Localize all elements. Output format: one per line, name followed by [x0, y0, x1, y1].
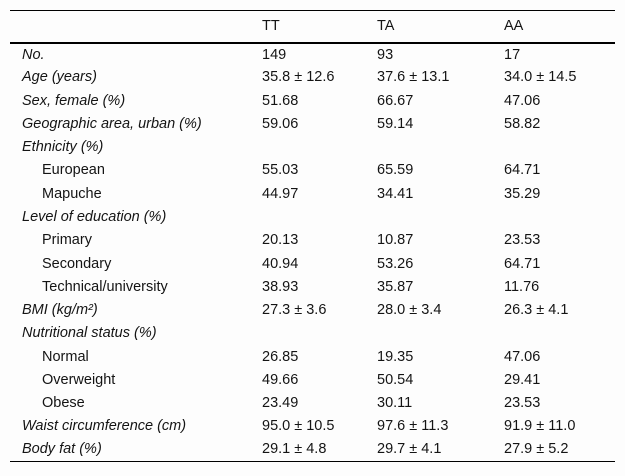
cell-value: 29.41 — [504, 371, 541, 388]
cell-value: 34.0 ± 14.5 — [504, 69, 577, 86]
table-row: Mapuche 44.97 34.41 35.29 — [10, 182, 615, 205]
cell-value: 35.29 — [504, 185, 541, 202]
cell-value: 26.3 ± 4.1 — [504, 302, 569, 319]
row-label: Normal — [42, 348, 89, 365]
cell-value: 64.71 — [504, 162, 541, 179]
row-label: Geographic area, urban (%) — [22, 115, 202, 132]
cell-value: 59.06 — [262, 115, 299, 132]
row-label: Overweight — [42, 371, 116, 388]
header-col-aa: AA — [504, 10, 615, 44]
row-label: Age (years) — [22, 69, 97, 86]
row-label: Level of education (%) — [22, 208, 167, 225]
cell-value — [504, 136, 615, 159]
table-row: BMI (kg/m²) 27.3 ± 3.6 28.0 ± 3.4 26.3 ± 4.… — [10, 298, 615, 321]
cell-value: 93 — [377, 46, 394, 63]
row-label: Ethnicity (%) — [22, 139, 104, 156]
cell-value: 27.3 ± 3.6 — [262, 302, 327, 319]
cell-value: 44.97 — [262, 185, 299, 202]
cell-value — [504, 322, 615, 345]
cell-value: 65.59 — [377, 162, 414, 179]
cell-value: 34.41 — [377, 185, 414, 202]
row-label: Body fat (%) — [22, 441, 102, 458]
cell-value: 11.76 — [504, 278, 540, 295]
table-row: Sex, female (%) 51.68 66.67 47.06 — [10, 89, 615, 112]
cell-value: 26.85 — [262, 348, 299, 365]
cell-value: 49.66 — [262, 371, 299, 388]
cell-value: 55.03 — [262, 162, 299, 179]
cell-value — [262, 322, 377, 345]
cell-value: 95.0 ± 10.5 — [262, 418, 335, 435]
header-col-ta: TA — [377, 10, 504, 44]
cell-value: 38.93 — [262, 278, 299, 295]
cell-value: 64.71 — [504, 255, 541, 272]
cell-value: 37.6 ± 13.1 — [377, 69, 450, 86]
cell-value: 10.87 — [377, 232, 414, 249]
cell-value — [262, 136, 377, 159]
cell-value: 51.68 — [262, 92, 299, 109]
cell-value: 149 — [262, 46, 287, 63]
table-row: Nutritional status (%) — [10, 322, 615, 345]
table-row: Waist circumference (cm) 95.0 ± 10.5 97.6 … — [10, 415, 615, 438]
table-row: Age (years) 35.8 ± 12.6 37.6 ± 13.1 34.0 ± … — [10, 66, 615, 89]
cell-value — [377, 136, 504, 159]
cell-value: 97.6 ± 11.3 — [377, 418, 449, 435]
row-label: Mapuche — [42, 185, 102, 202]
table-row: Ethnicity (%) — [10, 136, 615, 159]
table-row: Primary 20.13 10.87 23.53 — [10, 229, 615, 252]
data-table: TT TA AA No. 149 93 17 Age (years) 35.8 ± 12.… — [10, 10, 615, 462]
table-row: Body fat (%) 29.1 ± 4.8 29.7 ± 4.1 27.9 ± 5… — [10, 438, 615, 461]
cell-value: 91.9 ± 11.0 — [504, 418, 576, 435]
cell-value: 30.11 — [377, 395, 413, 412]
cell-value: 19.35 — [377, 348, 414, 365]
table-row: No. 149 93 17 — [10, 43, 615, 66]
cell-value: 20.13 — [262, 232, 299, 249]
cell-value: 66.67 — [377, 92, 414, 109]
table-row: Obese 23.49 30.11 23.53 — [10, 391, 615, 414]
table-row: Normal 26.85 19.35 47.06 — [10, 345, 615, 368]
row-label: Sex, female (%) — [22, 92, 126, 109]
row-label: Technical/university — [42, 278, 168, 295]
cell-value: 47.06 — [504, 92, 541, 109]
table-row: Overweight 49.66 50.54 29.41 — [10, 368, 615, 391]
cell-value — [262, 205, 377, 228]
cell-value — [504, 205, 615, 228]
cell-value: 50.54 — [377, 371, 414, 388]
row-label: BMI (kg/m²) — [22, 302, 98, 319]
row-label: Secondary — [42, 255, 112, 272]
header-row: TT TA AA — [10, 10, 615, 44]
cell-value: 47.06 — [504, 348, 541, 365]
cell-value: 27.9 ± 5.2 — [504, 441, 569, 458]
table-row: Technical/university 38.93 35.87 11.76 — [10, 275, 615, 298]
cell-value: 59.14 — [377, 115, 414, 132]
row-label: European — [42, 162, 105, 179]
cell-value: 23.53 — [504, 232, 541, 249]
table-row: Secondary 40.94 53.26 64.71 — [10, 252, 615, 275]
subject-characteristics-table: TT TA AA No. 149 93 17 Age (years) 35.8 ± 12.… — [10, 10, 615, 462]
cell-value: 23.49 — [262, 395, 299, 412]
row-label: Waist circumference (cm) — [22, 418, 187, 435]
row-label: Primary — [42, 232, 92, 249]
row-label: Nutritional status (%) — [22, 325, 157, 342]
row-label: Obese — [42, 395, 85, 412]
cell-value: 53.26 — [377, 255, 414, 272]
cell-value: 28.0 ± 3.4 — [377, 302, 442, 319]
table-body: No. 149 93 17 Age (years) 35.8 ± 12.6 37.6 ± 1… — [10, 43, 615, 462]
table-row: European 55.03 65.59 64.71 — [10, 159, 615, 182]
cell-value — [377, 322, 504, 345]
cell-value: 23.53 — [504, 395, 541, 412]
cell-value: 29.1 ± 4.8 — [262, 441, 327, 458]
table-row: Level of education (%) — [10, 205, 615, 228]
table-row: Geographic area, urban (%) 59.06 59.14 58.8… — [10, 112, 615, 135]
cell-value: 29.7 ± 4.1 — [377, 441, 442, 458]
cell-value: 35.8 ± 12.6 — [262, 69, 335, 86]
header-blank-cell — [10, 10, 262, 44]
cell-value: 40.94 — [262, 255, 299, 272]
cell-value: 58.82 — [504, 115, 541, 132]
header-col-tt: TT — [262, 10, 377, 44]
cell-value — [377, 205, 504, 228]
cell-value: 35.87 — [377, 278, 414, 295]
cell-value: 17 — [504, 46, 521, 63]
row-label: No. — [22, 46, 45, 63]
